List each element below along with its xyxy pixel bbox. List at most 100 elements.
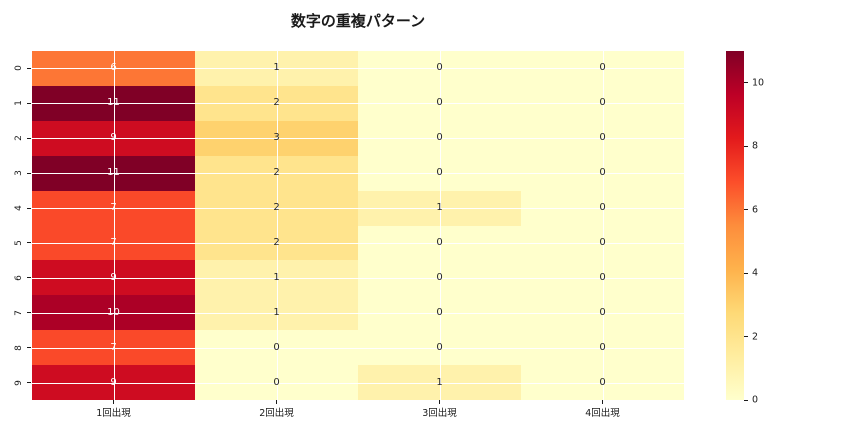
cell-value: 11	[107, 167, 120, 179]
cell-value: 0	[599, 62, 606, 74]
cell-value: 0	[599, 236, 606, 248]
colorbar-tick-mark	[744, 399, 748, 401]
y-tick-label: 5	[14, 240, 24, 246]
colorbar-tick-label: 6	[752, 204, 759, 216]
cell-value: 1	[273, 62, 280, 74]
cell-value: 0	[599, 271, 606, 283]
y-tick-mark	[27, 382, 31, 384]
heatmap-cell: 1	[195, 51, 358, 86]
cell-value: 0	[599, 202, 606, 214]
y-tick-mark	[27, 277, 31, 279]
x-tick-mark	[276, 400, 277, 404]
cell-value: 0	[599, 97, 606, 109]
cell-value: 0	[436, 306, 443, 318]
cell-value: 2	[273, 167, 280, 179]
y-tick-mark	[27, 137, 31, 139]
heatmap-cell: 11	[32, 155, 195, 191]
cell-value: 0	[436, 236, 443, 248]
cell-value: 0	[436, 97, 443, 109]
cell-value: 2	[273, 236, 280, 248]
cell-value: 1	[273, 306, 280, 318]
cell-value: 0	[599, 341, 606, 353]
cell-value: 7	[110, 341, 117, 353]
x-tick-label: 3回出現	[422, 408, 457, 419]
cell-value: 9	[110, 271, 117, 283]
y-tick-label: 1	[14, 100, 24, 107]
x-tick-mark	[113, 400, 114, 404]
cell-value: 7	[110, 236, 117, 248]
y-tick-label: 8	[14, 344, 24, 351]
heatmap-cell: 0	[358, 155, 521, 191]
heatmap-cell: 0	[521, 295, 684, 331]
y-tick-label: 2	[14, 135, 24, 142]
cell-value: 0	[599, 132, 606, 144]
heatmap-cell: 2	[195, 225, 358, 261]
heatmap-cell: 2	[195, 190, 358, 226]
x-tick-mark	[602, 400, 603, 404]
cell-value: 0	[436, 167, 443, 179]
heatmap-cell: 0	[521, 330, 684, 366]
cell-value: 0	[599, 306, 606, 318]
colorbar-tick-label: 2	[752, 331, 759, 343]
heatmap-cell: 0	[521, 51, 684, 86]
heatmap-cell: 0	[358, 330, 521, 366]
heatmap-cell: 3	[195, 120, 358, 156]
heatmap-cell: 0	[521, 365, 684, 400]
colorbar-tick-mark	[744, 82, 748, 84]
cell-value: 0	[436, 341, 443, 353]
y-tick-mark	[27, 207, 31, 209]
colorbar-tick-mark	[744, 145, 748, 147]
y-tick-mark	[27, 347, 31, 349]
heatmap-cell: 7	[32, 225, 195, 261]
heatmap-cell: 0	[358, 225, 521, 261]
cell-value: 0	[436, 271, 443, 283]
x-tick-mark	[439, 400, 440, 404]
cell-value: 7	[110, 202, 117, 214]
colorbar-tick-label: 8	[752, 140, 759, 152]
heatmap-cell: 0	[358, 260, 521, 296]
colorbar-tick-label: 4	[752, 267, 759, 279]
cell-value: 0	[599, 376, 606, 388]
cell-value: 6	[110, 62, 117, 74]
cell-value: 11	[107, 97, 120, 109]
heatmap-cell: 2	[195, 85, 358, 121]
cell-value: 2	[273, 202, 280, 214]
heatmap-cell: 0	[195, 330, 358, 366]
heatmap-cell: 9	[32, 260, 195, 296]
colorbar	[726, 51, 744, 400]
colorbar-tick-label: 10	[752, 77, 765, 89]
heatmap-cell: 0	[521, 225, 684, 261]
y-tick-mark	[27, 102, 31, 104]
heatmap-cell: 0	[358, 85, 521, 121]
cell-value: 0	[436, 132, 443, 144]
cell-value: 0	[273, 341, 280, 353]
colorbar-tick-mark	[744, 272, 748, 274]
cell-value: 0	[436, 62, 443, 74]
x-tick-label: 4回出現	[585, 408, 620, 419]
y-tick-mark	[27, 172, 31, 174]
cell-value: 9	[110, 376, 117, 388]
y-tick-label: 6	[14, 274, 24, 281]
heatmap-cell: 1	[358, 365, 521, 400]
heatmap-cell: 0	[521, 85, 684, 121]
heatmap-cell: 7	[32, 190, 195, 226]
heatmap-cell: 9	[32, 365, 195, 400]
heatmap-cell: 0	[358, 120, 521, 156]
y-tick-label: 0	[14, 65, 24, 72]
cell-value: 0	[273, 376, 280, 388]
x-tick-label: 2回出現	[259, 408, 294, 419]
cell-value: 9	[110, 132, 117, 144]
y-tick-label: 7	[14, 309, 24, 316]
cell-value: 1	[273, 271, 280, 283]
heatmap-cell: 0	[521, 120, 684, 156]
heatmap-cell: 1	[358, 190, 521, 226]
colorbar-tick-mark	[744, 336, 748, 338]
heatmap-cell: 0	[521, 155, 684, 191]
y-tick-label: 9	[14, 379, 24, 386]
heatmap-cell: 0	[358, 295, 521, 331]
heatmap-cell: 0	[521, 190, 684, 226]
heatmap-cell: 0	[195, 365, 358, 400]
heatmap-cell: 0	[358, 51, 521, 86]
y-tick-label: 4	[14, 205, 24, 211]
heatmap-cell: 0	[521, 260, 684, 296]
